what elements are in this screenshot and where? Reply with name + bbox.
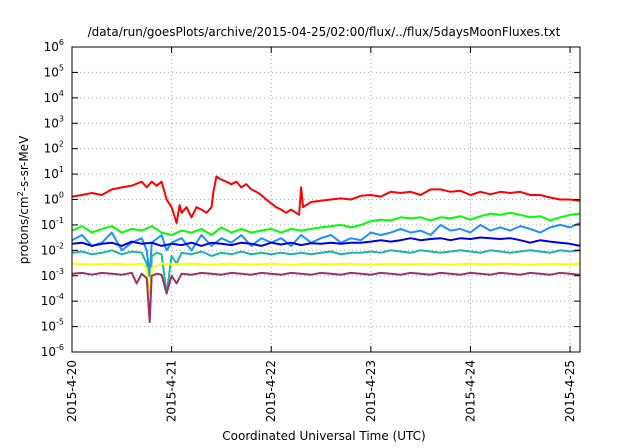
y-tick-label: 10-3: [41, 267, 64, 283]
y-tick-exponent: 3: [59, 114, 64, 123]
x-tick-label: 2015-4-25: [563, 360, 577, 422]
y-tick-exponent: -4: [56, 292, 64, 301]
y-tick-exponent: -1: [56, 216, 64, 225]
y-tick-label: 10-2: [41, 241, 64, 257]
x-tick-label: 2015-4-23: [364, 360, 378, 422]
y-tick-base: 10: [41, 345, 56, 359]
x-axis: 2015-4-20 2015-4-21 2015-4-22 2015-4-23 2015…: [65, 47, 577, 422]
y-tick-base: 10: [44, 193, 59, 207]
y-tick-base: 10: [44, 116, 59, 130]
y-tick-base: 10: [41, 320, 56, 334]
y-tick-base: 10: [41, 294, 56, 308]
y-tick-label: 10-4: [41, 292, 64, 308]
y-tick-exponent: -6: [56, 343, 64, 352]
y-axis-label-pre: protons/cm: [17, 196, 31, 264]
y-tick-exponent: 1: [59, 165, 64, 174]
y-axis-label-sup: 2: [16, 191, 25, 196]
series-layer: [71, 175, 581, 324]
y-axis-label-post: -s-sr-MeV: [17, 135, 31, 191]
y-axis: 10-610-510-410-310-210-11001011021031041…: [41, 38, 580, 359]
y-tick-exponent: 5: [59, 63, 64, 72]
y-tick-label: 102: [44, 140, 64, 156]
y-tick-label: 106: [44, 38, 64, 54]
y-tick-exponent: -3: [56, 267, 64, 276]
series-line-7: [71, 271, 581, 324]
y-axis-label: protons/cm2-s-sr-MeV: [16, 135, 31, 264]
y-tick-base: 10: [44, 167, 59, 181]
y-tick-base: 10: [41, 218, 56, 232]
series-line-4: [71, 236, 581, 247]
y-tick-label: 10-5: [41, 318, 64, 334]
y-tick-label: 103: [44, 114, 64, 130]
y-tick-label: 101: [44, 165, 64, 181]
x-axis-label: Coordinated Universal Time (UTC): [222, 429, 425, 443]
series-line-2: [71, 211, 581, 236]
x-tick-label: 2015-4-20: [65, 360, 79, 422]
y-tick-exponent: 4: [59, 89, 64, 98]
y-tick-base: 10: [44, 65, 59, 79]
x-tick-label: 2015-4-21: [165, 360, 179, 422]
y-tick-base: 10: [41, 269, 56, 283]
y-tick-base: 10: [44, 142, 59, 156]
y-tick-label: 100: [44, 191, 64, 207]
series-line-1: [71, 175, 581, 224]
series-line-6: [71, 262, 581, 316]
y-tick-label: 10-6: [41, 343, 64, 359]
y-tick-exponent: -2: [56, 241, 64, 250]
y-tick-base: 10: [41, 243, 56, 257]
y-tick-label: 10-1: [41, 216, 64, 232]
y-tick-exponent: 2: [59, 140, 64, 149]
y-tick-label: 105: [44, 63, 64, 79]
y-tick-base: 10: [44, 40, 59, 54]
y-tick-exponent: 6: [59, 38, 64, 47]
chart-title: /data/run/goesPlots/archive/2015-04-25/0…: [88, 25, 561, 39]
x-tick-label: 2015-4-22: [264, 360, 278, 422]
series-line-3: [71, 221, 581, 277]
y-tick-label: 104: [44, 89, 64, 105]
x-tick-label: 2015-4-24: [463, 360, 477, 422]
y-tick-exponent: -5: [56, 318, 64, 327]
y-tick-base: 10: [44, 91, 59, 105]
y-tick-exponent: 0: [59, 191, 64, 200]
